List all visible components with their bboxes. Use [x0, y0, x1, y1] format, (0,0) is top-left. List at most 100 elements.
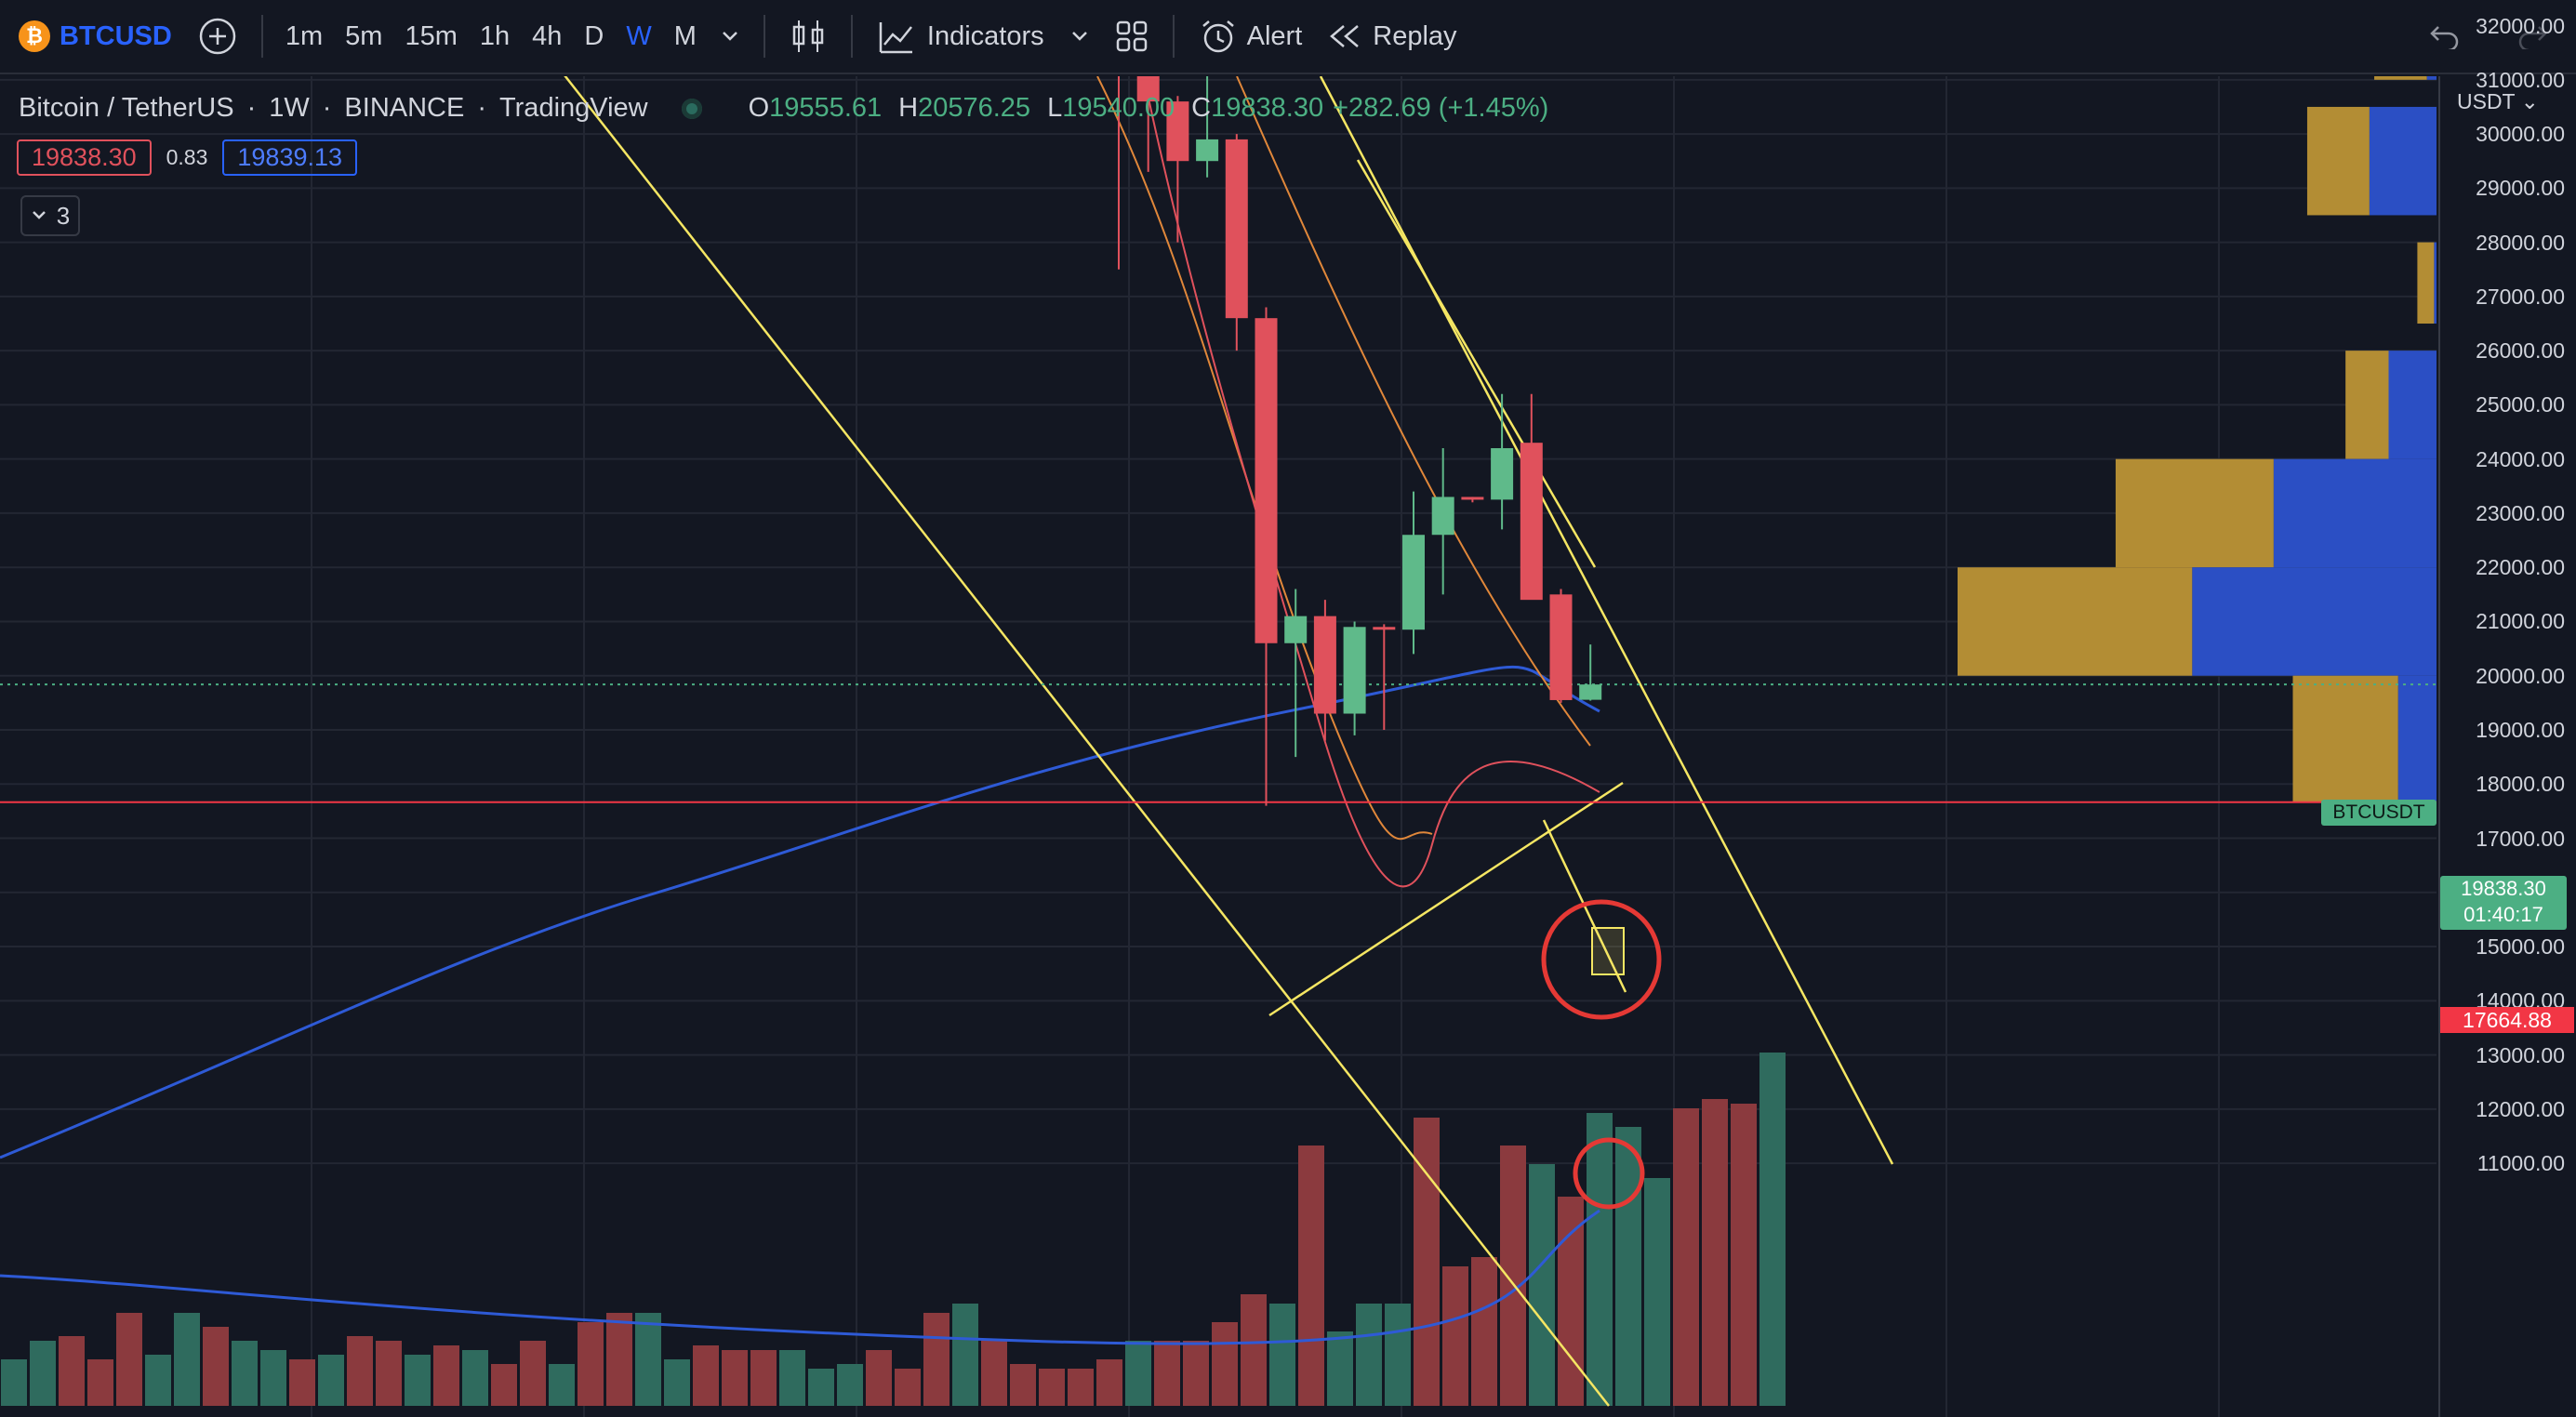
collapse-indicators-button[interactable]: 3 [20, 195, 80, 236]
volume-profile-gold-bar [2417, 242, 2435, 324]
volume-bar-up [1587, 1113, 1613, 1406]
chart-type-button[interactable] [777, 0, 840, 73]
volume-bar-up [232, 1341, 258, 1406]
volume-bar-down [578, 1322, 604, 1406]
volume-bar-down [606, 1313, 632, 1406]
volume-bar-down [376, 1341, 402, 1406]
bid-ask-row: 19838.30 0.83 19839.13 [17, 139, 358, 176]
chart-line-icon [879, 22, 912, 54]
volume-bar-down [1673, 1108, 1699, 1406]
open-label: O [748, 93, 770, 123]
volume-bar-up [260, 1350, 286, 1406]
price-tick-label: 11000.00 [2476, 1151, 2565, 1176]
sell-price-button[interactable]: 19838.30 [17, 139, 152, 176]
price-tick-label: 26000.00 [2476, 338, 2565, 364]
candle-up [1284, 616, 1308, 643]
candle-down [1373, 627, 1396, 630]
interval-4h-button[interactable]: 4h [532, 20, 563, 51]
interval-15m-button[interactable]: 15m [405, 20, 458, 51]
currency-selector[interactable]: USDT ⌄ [2457, 89, 2539, 114]
volume-bar-down [1558, 1197, 1584, 1406]
price-tick-label: 19000.00 [2476, 717, 2565, 742]
volume-bar-up [1385, 1304, 1411, 1406]
volume-bar-up [30, 1341, 56, 1406]
volume-profile-blue-bar [2192, 567, 2437, 676]
layouts-button[interactable] [1102, 0, 1162, 73]
symbol-search[interactable]: ₿ BTCUSD [0, 0, 185, 73]
indicators-label: Indicators [926, 20, 1044, 51]
volume-bar-down [1010, 1364, 1036, 1406]
buy-price-button[interactable]: 19839.13 [222, 139, 358, 176]
price-chart[interactable] [0, 76, 2437, 1417]
highlight-circle-price [1541, 899, 1662, 1020]
trendline-support [1268, 781, 1624, 1017]
undo-button[interactable] [2401, 0, 2489, 73]
interval-1h-button[interactable]: 1h [479, 20, 511, 51]
indicators-button[interactable]: Indicators [864, 0, 1102, 73]
interval-5m-button[interactable]: 5m [345, 20, 383, 51]
replay-label: Replay [1373, 20, 1457, 51]
volume-bar-up [1, 1359, 27, 1406]
legend-title: Bitcoin / TetherUS [19, 93, 234, 123]
alert-button[interactable]: Alert [1186, 0, 1316, 73]
alarm-clock-icon [1202, 20, 1234, 53]
interval-m-button[interactable]: M [673, 20, 697, 51]
volume-bar-down [1241, 1294, 1267, 1406]
interval-1m-button[interactable]: 1m [285, 20, 324, 51]
chevron-down-icon: ⌄ [2515, 89, 2539, 113]
trendline-down-lower [564, 76, 1610, 1407]
price-tick-label: 23000.00 [2476, 500, 2565, 525]
interval-d-button[interactable]: D [584, 20, 604, 51]
volume-bar-up [1327, 1331, 1353, 1406]
price-tick-label: 20000.00 [2476, 663, 2565, 688]
price-tick-label: 27000.00 [2476, 284, 2565, 309]
bitcoin-icon: ₿ [19, 20, 50, 52]
price-tick-label: 15000.00 [2476, 934, 2565, 960]
interval-dropdown-button[interactable] [708, 0, 752, 73]
bar-countdown: 01:40:17 [2463, 903, 2543, 926]
volume-profile-blue-bar [2426, 76, 2437, 80]
add-symbol-button[interactable] [185, 0, 250, 73]
volume-bar-up [837, 1364, 863, 1406]
price-tick-label: 18000.00 [2476, 772, 2565, 797]
candle-up [1579, 684, 1602, 700]
candle-up [1431, 497, 1454, 536]
spread-value: 0.83 [166, 145, 208, 169]
price-axis[interactable]: USDT ⌄ 34000.0033000.0032000.0031000.003… [2438, 14, 2576, 1417]
volume-bar-up [1644, 1178, 1670, 1406]
replay-button[interactable]: Replay [1315, 0, 1469, 73]
interval-w-button[interactable]: W [626, 20, 652, 51]
volume-bar-down [981, 1341, 1007, 1406]
legend-exchange: BINANCE [344, 93, 465, 123]
volume-bar-down [1414, 1118, 1440, 1406]
volume-ma-line [0, 1209, 1600, 1345]
price-tick-label: 22000.00 [2476, 555, 2565, 580]
volume-bar-down [1702, 1099, 1728, 1406]
candle-down [1136, 76, 1160, 102]
last-price: 19838.30 [2461, 877, 2546, 900]
volume-bar-down [693, 1345, 719, 1406]
last-price-tag: 19838.30 01:40:17 [2440, 876, 2567, 930]
volume-bar-down [1068, 1369, 1094, 1406]
candle-down [1225, 139, 1248, 319]
candles-icon [792, 20, 824, 52]
volume-bar-down [722, 1350, 748, 1406]
volume-bar-down [1298, 1146, 1324, 1406]
market-status-icon[interactable] [681, 98, 702, 119]
legend-source: TradingView [499, 93, 648, 123]
highlight-circle-volume [1573, 1137, 1645, 1210]
symbol-tag: BTCUSDT [2321, 800, 2437, 826]
redo-button[interactable] [2489, 0, 2576, 73]
volume-bar-down [491, 1364, 517, 1406]
candle-down [1461, 497, 1484, 500]
volume-bar-up [1615, 1127, 1641, 1406]
legend-dot: · [477, 93, 487, 123]
volume-profile-gold-bar [2306, 106, 2370, 216]
volume-bar-up [145, 1355, 171, 1406]
trendline-down-inner [1356, 159, 1597, 568]
volume-bar-up [1125, 1341, 1151, 1406]
toolbar-divider [763, 15, 765, 58]
volume-profile-blue-bar [2273, 458, 2437, 568]
volume-bar-down [1096, 1359, 1122, 1406]
price-tick-label: 30000.00 [2476, 122, 2565, 147]
